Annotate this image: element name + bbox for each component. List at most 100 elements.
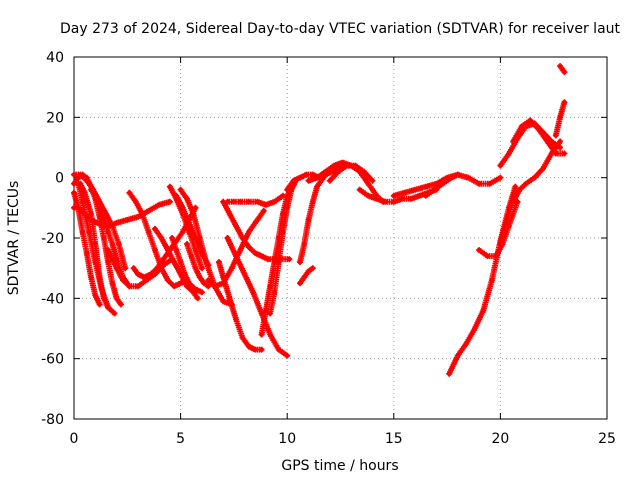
data-point (365, 181, 371, 187)
data-point (109, 256, 115, 262)
data-point (197, 235, 203, 241)
data-point (506, 151, 512, 156)
data-point (357, 187, 363, 193)
data-point (440, 181, 446, 187)
data-point (314, 175, 320, 181)
series-arc-20 (224, 192, 286, 208)
data-point (127, 190, 132, 196)
data-point (280, 229, 286, 235)
data-point (84, 250, 90, 256)
data-point (557, 114, 563, 120)
data-point (195, 295, 201, 301)
data-point (101, 235, 107, 241)
data-point (498, 241, 503, 247)
data-point (237, 247, 243, 253)
data-point (75, 181, 81, 187)
data-point (272, 199, 277, 205)
data-point (112, 311, 117, 316)
series-arc-36 (510, 117, 568, 157)
data-point (167, 199, 173, 205)
data-point (205, 277, 211, 283)
data-point (361, 169, 367, 175)
data-point (120, 277, 126, 283)
data-point (504, 217, 510, 223)
data-point (88, 274, 94, 280)
data-point (519, 123, 525, 129)
series-arc-18 (216, 259, 265, 353)
data-point (252, 250, 258, 256)
data-point (272, 289, 277, 295)
data-point (267, 283, 273, 289)
data-point (261, 208, 267, 214)
data-point (178, 280, 184, 286)
data-point (135, 283, 141, 289)
data-point (431, 187, 437, 193)
series-markers (497, 120, 564, 169)
data-point (276, 347, 282, 353)
data-point (105, 229, 111, 235)
data-point (225, 235, 230, 241)
data-point (485, 253, 491, 259)
data-point (71, 172, 77, 178)
data-point (306, 268, 311, 274)
data-point (399, 196, 405, 202)
data-point (114, 295, 120, 301)
data-point (233, 223, 239, 229)
series-arc-38 (557, 63, 568, 76)
data-point (171, 283, 177, 289)
data-point (80, 229, 85, 235)
data-point (510, 139, 516, 144)
data-point (344, 163, 350, 169)
data-point (553, 151, 559, 156)
data-point (105, 259, 111, 265)
data-point (178, 259, 184, 265)
data-point (71, 190, 77, 196)
data-point (97, 301, 102, 307)
data-point (365, 193, 371, 199)
data-point (184, 196, 190, 202)
data-point (306, 178, 311, 184)
series-arc-30 (390, 171, 504, 199)
data-point (259, 253, 265, 259)
data-point (114, 220, 120, 226)
x-tick-label: 20 (491, 431, 509, 447)
data-point (254, 217, 260, 223)
data-point (227, 295, 233, 301)
data-point (476, 181, 482, 187)
data-point (561, 69, 567, 75)
data-point (178, 271, 184, 277)
data-series (71, 63, 568, 377)
series-arc-35 (497, 120, 564, 169)
data-point (240, 235, 245, 241)
data-point (301, 241, 307, 247)
data-point (180, 229, 186, 235)
data-point (103, 211, 109, 217)
data-point (553, 133, 559, 138)
data-point (448, 175, 454, 181)
data-point (118, 301, 124, 307)
data-point (284, 353, 290, 359)
data-point (88, 187, 94, 193)
data-point (493, 253, 499, 259)
data-point (284, 187, 290, 193)
data-point (197, 274, 203, 280)
data-point (141, 274, 147, 280)
data-point (540, 166, 546, 172)
data-point (101, 217, 107, 223)
y-tick-label: 40 (46, 50, 64, 66)
data-point (498, 175, 503, 181)
data-point (314, 184, 320, 190)
data-point (310, 199, 316, 205)
series-arc-7 (88, 186, 133, 290)
data-point (391, 193, 397, 199)
data-point (233, 253, 239, 259)
data-point (92, 193, 98, 199)
y-tick-label: -20 (41, 231, 64, 247)
data-point (408, 196, 414, 202)
data-point (476, 247, 482, 253)
series-arc-15 (152, 225, 201, 302)
data-point (246, 229, 252, 235)
plot-frame (73, 56, 608, 420)
data-point (165, 277, 171, 283)
